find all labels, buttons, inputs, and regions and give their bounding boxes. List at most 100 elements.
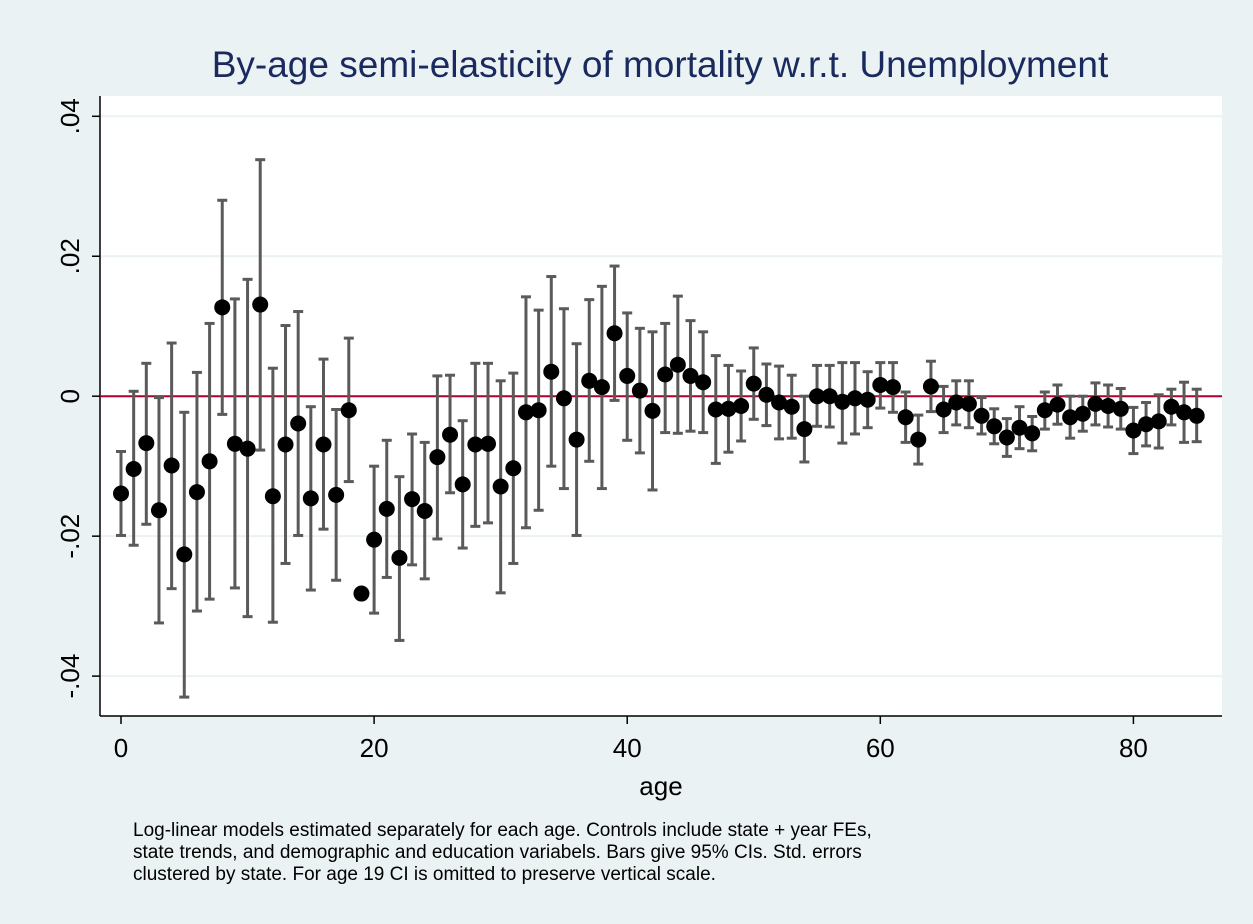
point [264,488,281,505]
point [1011,419,1028,436]
point [315,436,332,453]
point [416,502,433,519]
point [872,377,889,394]
point [366,531,383,548]
point [239,440,256,457]
point [568,431,585,448]
point [125,460,142,477]
point [948,394,965,411]
point [733,398,750,414]
point [1150,413,1167,430]
x-axis-label: age [639,771,682,801]
point [543,363,560,380]
point [631,382,648,399]
point [960,395,977,412]
point [1087,395,1104,412]
point [138,435,155,452]
point [163,457,180,474]
y-tick-label: -.02 [55,514,85,559]
x-tick-label: 20 [360,733,389,763]
chart-title: By-age semi-elasticity of mortality w.r.… [212,44,1109,85]
point [505,460,522,477]
point [783,398,800,415]
point [707,401,724,418]
point [644,402,661,419]
point [695,374,712,391]
note-line: state trends, and demographic and educat… [133,842,862,863]
point [176,546,193,563]
point [821,388,838,405]
point [986,418,1003,435]
x-tick-label: 40 [613,733,642,763]
point [973,407,990,424]
point [897,409,914,426]
point [657,366,674,383]
point [859,391,876,408]
point [353,585,370,602]
point [796,421,813,438]
y-tick-label: 0 [55,389,85,403]
point [442,426,459,443]
point [910,431,927,448]
point [188,484,205,501]
note-line: clustered by state. For age 19 CI is omi… [133,864,716,885]
point [252,296,269,313]
point [922,378,939,395]
point [555,390,572,407]
point [226,435,243,452]
point [328,486,345,503]
point [619,367,636,384]
point [809,388,826,405]
point [847,390,864,407]
point [1074,405,1091,422]
point [720,400,737,417]
point [1188,407,1205,424]
x-tick-label: 60 [866,733,895,763]
point [998,429,1015,446]
x-tick-label: 80 [1119,733,1148,763]
point [492,478,509,495]
point [404,491,421,508]
point [378,500,395,517]
point [1125,422,1142,439]
point [1036,402,1053,419]
y-tick-label: .02 [55,238,85,274]
point [214,299,231,316]
point [1100,398,1117,414]
point [150,502,167,519]
point [530,402,547,419]
point [1176,404,1193,421]
point [302,490,319,507]
point [758,386,775,403]
point [340,402,357,419]
point [429,449,446,466]
point [113,485,130,502]
point [201,453,218,470]
point [454,476,471,493]
y-tick-label: .04 [55,98,85,134]
point [593,379,610,396]
point [581,372,598,389]
point [1112,400,1129,417]
point [1062,409,1079,426]
point [669,356,686,373]
point [771,394,788,411]
point [745,375,762,392]
point [517,404,534,421]
point [290,415,307,432]
point [935,401,952,418]
point [480,435,497,452]
point [606,325,623,342]
note-line: Log-linear models estimated separately f… [133,820,872,841]
point [884,379,901,396]
point [1049,396,1066,413]
point [1138,416,1155,433]
point [1163,398,1180,415]
y-tick-label: -.04 [55,654,85,699]
point [682,367,699,384]
point [391,549,408,566]
point [277,436,294,453]
x-tick-label: 0 [114,733,128,763]
point [834,393,851,410]
point [467,436,484,453]
